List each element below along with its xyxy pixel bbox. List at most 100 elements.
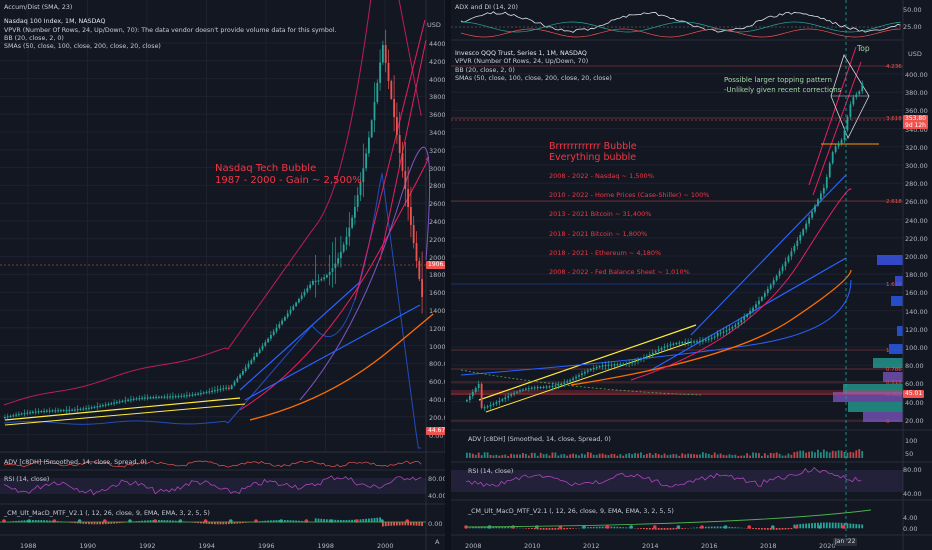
candle-body bbox=[704, 339, 707, 341]
macd-bar bbox=[474, 527, 477, 529]
candle-body bbox=[666, 345, 669, 347]
adv-bar bbox=[684, 454, 687, 458]
left-rsi-label[interactable]: RSI (14, close) bbox=[4, 476, 50, 483]
right-adv-label[interactable]: ADV [c8DH] (Smoothed, 14, close, Spread,… bbox=[468, 436, 611, 443]
candle-body bbox=[76, 409, 79, 411]
adv-bar bbox=[693, 454, 695, 458]
left-vpvr-label[interactable]: VPVR (Number Of Rows, 24, Up/Down, 70): … bbox=[4, 26, 337, 34]
left-smas-label[interactable]: SMAs (50, close, 100, close, 200, close,… bbox=[4, 43, 161, 51]
adv-bar bbox=[772, 453, 775, 458]
left-time-axis[interactable]: 1988 1990 1992 1994 1996 1998 2000 bbox=[0, 537, 426, 550]
candle-body bbox=[575, 376, 577, 379]
macd-bar bbox=[589, 527, 592, 529]
left-macd-label[interactable]: _CM_Ult_MacD_MTF_V2.1 (, 12, 26, close, … bbox=[4, 510, 210, 517]
candle-body bbox=[51, 410, 54, 412]
vpvr-bar bbox=[889, 344, 903, 354]
adv-bar bbox=[569, 454, 572, 458]
bubble-title[interactable]: Brrrrrrrrrrrr Bubble Everything bubble bbox=[549, 141, 637, 163]
macd-bar bbox=[471, 527, 474, 529]
adv-bar bbox=[548, 455, 551, 458]
candle-body bbox=[722, 331, 725, 333]
left-price-tick: 2200.00 bbox=[429, 235, 445, 244]
bubble-title-line-2: Everything bubble bbox=[549, 152, 637, 163]
bubble-list[interactable]: 2008 - 2022 - Nasdaq ~ 1,500% 2010 - 202… bbox=[549, 167, 709, 282]
adv-bar bbox=[728, 454, 731, 458]
left-symbol-label[interactable]: Nasdaq 100 Index, 1M, NASDAQ bbox=[4, 18, 106, 26]
left-price-chart[interactable] bbox=[0, 0, 445, 550]
right-adx-50: 50.00 bbox=[903, 6, 922, 14]
candle-body bbox=[578, 375, 580, 377]
adv-bar bbox=[563, 454, 566, 458]
left-auto-scale-button[interactable]: A bbox=[433, 537, 442, 547]
left-price-tick: 3000.00 bbox=[429, 164, 445, 173]
macd-bar bbox=[763, 528, 766, 530]
adv-bar bbox=[466, 452, 468, 458]
candle-body bbox=[340, 251, 342, 259]
macd-bar bbox=[34, 520, 37, 523]
left-chart-pane[interactable]: Accum/Dist (SMA, 23) Nasdaq 100 Index, 1… bbox=[0, 0, 445, 550]
left-axis-unit: USD bbox=[427, 21, 441, 29]
rsi-band bbox=[0, 478, 426, 494]
macd-bar bbox=[345, 519, 348, 523]
macd-bar bbox=[498, 526, 501, 529]
right-smas-label[interactable]: SMAs (50, close, 100, close, 200, close,… bbox=[455, 74, 612, 82]
adv-bar bbox=[536, 455, 539, 458]
rsi-band bbox=[451, 470, 903, 492]
candle-body bbox=[200, 393, 202, 395]
right-price-axis[interactable]: USD 400.00 380.00 360.00 340.00 320.00 300.00… bbox=[903, 40, 932, 430]
macd-bar bbox=[404, 522, 407, 526]
macd-bar bbox=[822, 522, 825, 529]
right-symbol-label[interactable]: Invesco QQQ Trust, Series 1, 1M, NASDAQ bbox=[455, 50, 587, 57]
candle-body bbox=[507, 395, 510, 398]
macd-bar bbox=[225, 522, 227, 525]
trendline-blue bbox=[244, 304, 421, 401]
candle-body bbox=[270, 335, 272, 339]
left-accum-dist-label[interactable]: Accum/Dist (SMA, 23) bbox=[4, 4, 73, 11]
adv-bar bbox=[831, 450, 834, 458]
adv-bar bbox=[678, 455, 681, 458]
candle-body bbox=[398, 135, 401, 153]
macd-bar bbox=[837, 522, 840, 529]
right-adx-label[interactable]: ADX and DI (14, 20) bbox=[455, 4, 518, 11]
macd-bar bbox=[85, 522, 87, 524]
candle-body bbox=[272, 331, 275, 335]
left-adv-label[interactable]: ADV [c8DH] (Smoothed, 14, close, Spread,… bbox=[4, 459, 147, 466]
macd-bar bbox=[230, 522, 233, 524]
macd-cross-dot bbox=[747, 525, 751, 529]
macd-bar bbox=[205, 522, 208, 524]
candle-body bbox=[160, 396, 163, 398]
candle-body bbox=[548, 386, 551, 388]
right-vpvr-label[interactable]: VPVR (Number Of Rows, 24, Up/Down, 70) bbox=[455, 58, 589, 66]
candle-body bbox=[354, 206, 356, 218]
adv-bar bbox=[828, 452, 831, 458]
topping-pattern-note[interactable]: Possible larger topping pattern -Unlikel… bbox=[724, 75, 841, 95]
macd-bar bbox=[663, 528, 666, 530]
left-price-tick: 4000.00 bbox=[429, 75, 445, 84]
left-price-tick: 1600.00 bbox=[429, 289, 445, 298]
candle-body bbox=[855, 94, 858, 98]
macd-bar bbox=[731, 527, 734, 529]
right-bb-label[interactable]: BB (20, close, 2, 0) bbox=[455, 66, 515, 74]
pane-divider[interactable] bbox=[445, 0, 451, 550]
left-price-axis[interactable]: USD 4400.00 4200.00 4000.00 3800.00 3600.00 3… bbox=[426, 0, 445, 452]
left-year-tick: 1998 bbox=[317, 542, 335, 550]
top-label[interactable]: Top bbox=[857, 44, 870, 53]
left-bubble-annotation[interactable]: Nasdaq Tech Bubble 1987 - 2000 - Gain ~ … bbox=[215, 163, 362, 187]
macd-bar bbox=[551, 528, 554, 530]
left-price-tick: 2800.00 bbox=[429, 182, 445, 191]
macd-bar bbox=[317, 518, 320, 523]
right-rsi-label[interactable]: RSI (14, close) bbox=[468, 468, 514, 475]
macd-bar bbox=[401, 522, 404, 526]
left-price-tick: 1400.00 bbox=[429, 307, 445, 315]
left-bb-label[interactable]: BB (20, close, 2, 0) bbox=[4, 34, 64, 42]
candle-body bbox=[43, 410, 45, 413]
macd-bar bbox=[622, 527, 625, 529]
candle-body bbox=[163, 396, 166, 398]
right-time-axis[interactable]: 2008 2010 2012 2014 2016 2018 2020 bbox=[451, 537, 903, 550]
adv-bar bbox=[843, 451, 846, 458]
macd-bar bbox=[468, 527, 471, 529]
right-macd-label[interactable]: _CM_Ult_MacD_MTF_V2.1 (, 12, 26, close, … bbox=[468, 508, 674, 515]
candle-body bbox=[225, 387, 227, 389]
